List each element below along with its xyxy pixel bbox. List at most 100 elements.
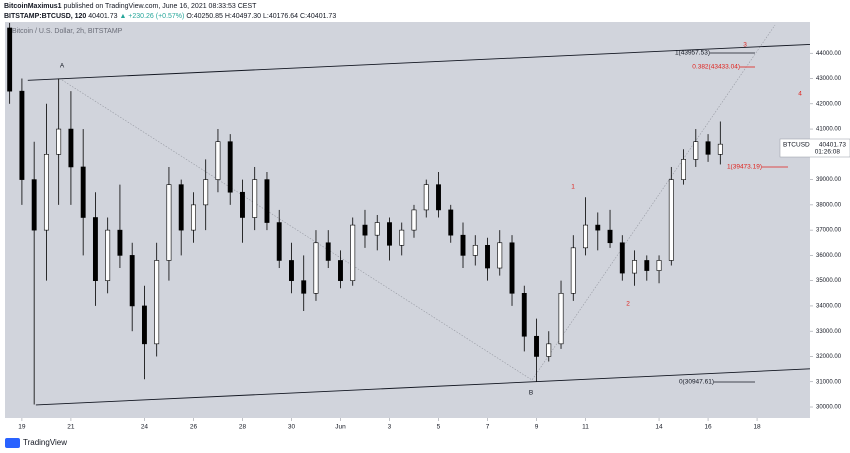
candle-body <box>141 305 147 345</box>
last: 40401.73 <box>88 13 118 20</box>
candle-body <box>215 141 221 180</box>
candle-body <box>362 224 368 236</box>
candle <box>509 235 515 306</box>
annotation: 0(30947.61) <box>679 379 714 386</box>
candle-body <box>558 293 564 345</box>
candle-body <box>154 260 160 345</box>
candle-body <box>632 260 637 274</box>
header: BitcoinMaximus1 published on TradingView… <box>4 2 336 22</box>
candle <box>717 121 723 165</box>
candle-body <box>619 242 625 274</box>
candle <box>362 209 368 248</box>
candle <box>374 214 380 251</box>
price-tag-value: 40401.73 <box>819 142 846 149</box>
x-tick-label: 14 <box>655 424 663 431</box>
y-tick-label: 30000.00 <box>816 405 842 411</box>
candle <box>215 129 221 193</box>
candle-body <box>436 184 441 211</box>
candle <box>546 331 552 362</box>
candle-body <box>472 244 478 256</box>
candle <box>583 197 588 256</box>
candle <box>423 179 429 218</box>
candle-body <box>178 184 184 231</box>
annotation: 4 <box>798 91 802 98</box>
candle-body <box>521 293 527 337</box>
candle <box>252 166 258 231</box>
ohlc-close: C:40401.73 <box>300 13 337 20</box>
candle-body <box>497 242 503 269</box>
candle-body <box>191 204 196 231</box>
candle <box>68 91 74 205</box>
candle-body <box>240 191 245 218</box>
x-tick-label: 21 <box>67 424 75 431</box>
candle <box>681 149 686 185</box>
x-tick-label: 7 <box>486 424 490 431</box>
candle-body <box>80 166 86 218</box>
candle-body <box>117 229 123 256</box>
candle-body <box>129 255 135 307</box>
candle-body <box>276 222 282 261</box>
candle-body <box>227 141 233 193</box>
y-tick-label: 43000.00 <box>816 76 842 82</box>
candle-body <box>583 224 588 249</box>
symbol-line: BITSTAMP:BTCUSD, 120 40401.73 ▲ +230.26 … <box>4 12 336 22</box>
x-tick-label: 26 <box>190 424 198 431</box>
candle <box>154 242 160 357</box>
candle <box>607 209 613 248</box>
candle <box>227 134 233 205</box>
candle <box>56 78 62 205</box>
candle-body <box>43 154 49 231</box>
candle <box>264 172 270 231</box>
price-tag-symbol: BTCUSD <box>783 142 810 149</box>
candle-body <box>423 184 429 211</box>
candle-body <box>92 217 98 281</box>
candle <box>289 242 294 294</box>
candle-body <box>19 90 25 180</box>
candle-body <box>717 143 723 155</box>
candle-body <box>7 27 13 92</box>
x-tick-label: 18 <box>753 424 761 431</box>
candle-body <box>264 179 270 223</box>
candle <box>350 217 356 286</box>
footer-logo: TradingView <box>5 438 67 448</box>
candle <box>558 280 564 349</box>
candle <box>497 230 503 276</box>
candle-body <box>705 141 711 155</box>
candle <box>325 230 331 269</box>
watermark: Bitcoin / U.S. Dollar, 2h, BITSTAMP <box>12 28 123 35</box>
candle-body <box>289 260 294 281</box>
candle <box>534 318 539 382</box>
plot-area <box>5 22 810 418</box>
candle <box>31 141 37 405</box>
change: ▲ +230.26 (+0.57%) <box>119 13 185 20</box>
x-tick-label: 11 <box>582 424 589 431</box>
candle <box>166 166 172 281</box>
annotation: A <box>60 63 65 70</box>
y-tick-label: 37000.00 <box>816 228 842 234</box>
y-tick-label: 33000.00 <box>816 329 842 335</box>
annotation: B <box>529 390 533 397</box>
candle <box>117 184 123 269</box>
candle <box>387 217 392 261</box>
candle <box>632 250 637 286</box>
y-tick-label: 38000.00 <box>816 202 842 208</box>
candle-body <box>68 128 74 168</box>
y-tick-label: 32000.00 <box>816 354 842 360</box>
price-tag <box>779 138 850 158</box>
y-tick-label: 36000.00 <box>816 253 842 259</box>
candle <box>570 235 576 301</box>
candle <box>191 192 196 243</box>
candle-body <box>31 179 37 231</box>
candle-body <box>252 179 258 218</box>
candle-body <box>301 280 307 294</box>
candle <box>460 222 466 269</box>
candle-body <box>595 224 601 231</box>
ohlc-open: O:40250.85 <box>186 13 223 20</box>
candle <box>80 129 86 256</box>
candle-body <box>607 229 613 244</box>
brand: TradingView <box>23 438 67 447</box>
symbol: BITSTAMP:BTCUSD, 120 <box>4 13 87 20</box>
candle <box>105 217 111 294</box>
candle-body <box>166 184 172 261</box>
annotation: 1(43957.53) <box>675 50 710 57</box>
